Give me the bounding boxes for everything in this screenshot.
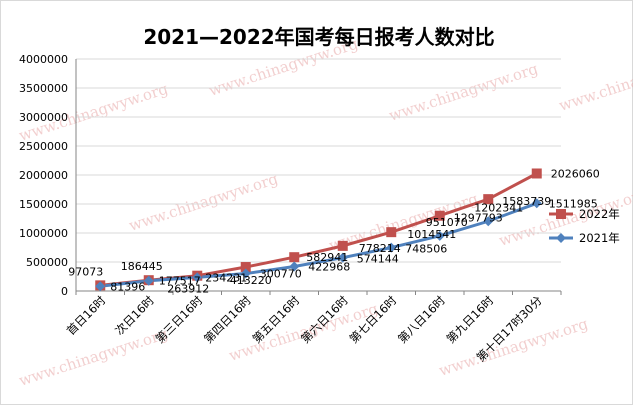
data-point-diamond	[289, 261, 300, 272]
data-point-square	[483, 194, 494, 205]
data-label: 582941	[306, 251, 348, 264]
legend-label: 2021年	[579, 231, 620, 245]
y-tick-label: 2500000	[19, 140, 68, 153]
data-point-diamond	[192, 272, 203, 283]
watermark-text: www.chinagwyw.org	[557, 50, 633, 115]
watermark-text: www.chinagwyw.org	[127, 170, 281, 235]
data-label: 1511985	[549, 197, 598, 210]
watermark-text: www.chinagwyw.org	[387, 60, 541, 125]
data-label: 778214	[359, 242, 401, 255]
data-point-diamond	[531, 198, 542, 209]
data-label: 422968	[308, 260, 350, 273]
y-tick-label: 4000000	[19, 53, 68, 66]
data-label: 263912	[167, 283, 209, 296]
data-label: 574144	[357, 253, 399, 266]
y-tick-label: 3000000	[19, 111, 68, 124]
x-tick-label: 第九日16时	[444, 293, 497, 346]
data-label: 1202341	[474, 201, 523, 214]
data-label: 177517	[159, 275, 201, 288]
data-point-diamond	[434, 230, 445, 241]
data-point-square	[531, 168, 542, 179]
legend-label: 2022年	[579, 207, 620, 221]
y-tick-label: 0	[61, 285, 68, 298]
legend: 2022年 2021年	[549, 207, 620, 245]
x-tick-label: 第四日16时	[201, 293, 254, 346]
data-point-diamond	[337, 252, 348, 263]
data-label: 186445	[121, 260, 163, 273]
data-point-square	[386, 227, 397, 238]
x-tick-label: 第三日16时	[153, 293, 206, 346]
data-label: 97073	[68, 265, 103, 278]
data-point-square	[289, 252, 300, 263]
y-tick-label: 1000000	[19, 227, 68, 240]
legend-marker-diamond	[556, 233, 566, 243]
y-tick-label: 3500000	[19, 82, 68, 95]
data-point-diamond	[240, 268, 251, 279]
y-tick-label: 1500000	[19, 198, 68, 211]
data-label: 234231	[205, 271, 247, 284]
chart-title: 2021—2022年国考每日报考人数对比	[143, 25, 494, 49]
data-label: 81396	[110, 280, 145, 293]
data-point-diamond	[483, 216, 494, 227]
data-label: 413220	[230, 274, 272, 287]
data-point-diamond	[143, 275, 154, 286]
data-label: 951070	[426, 216, 468, 229]
data-label: 1297793	[454, 212, 503, 225]
y-tick-label: 2000000	[19, 169, 68, 182]
data-point-diamond	[386, 242, 397, 253]
y-tick-label: 500000	[26, 256, 68, 269]
legend-marker-square	[556, 209, 566, 219]
data-point-square	[240, 262, 251, 273]
data-point-square	[434, 210, 445, 221]
x-tick-label: 第八日16时	[395, 293, 448, 346]
watermark-text: www.chinagwyw.org	[17, 325, 171, 390]
data-point-diamond	[95, 281, 106, 292]
data-label: 300770	[260, 268, 302, 281]
data-label: 2026060	[551, 167, 600, 180]
x-tick-label: 首日16时	[64, 293, 109, 338]
data-label: 748506	[405, 243, 447, 256]
data-label: 1583739	[502, 195, 551, 208]
data-point-square	[337, 240, 348, 251]
series-line-2021	[100, 201, 538, 288]
data-label: 1014541	[407, 228, 456, 241]
